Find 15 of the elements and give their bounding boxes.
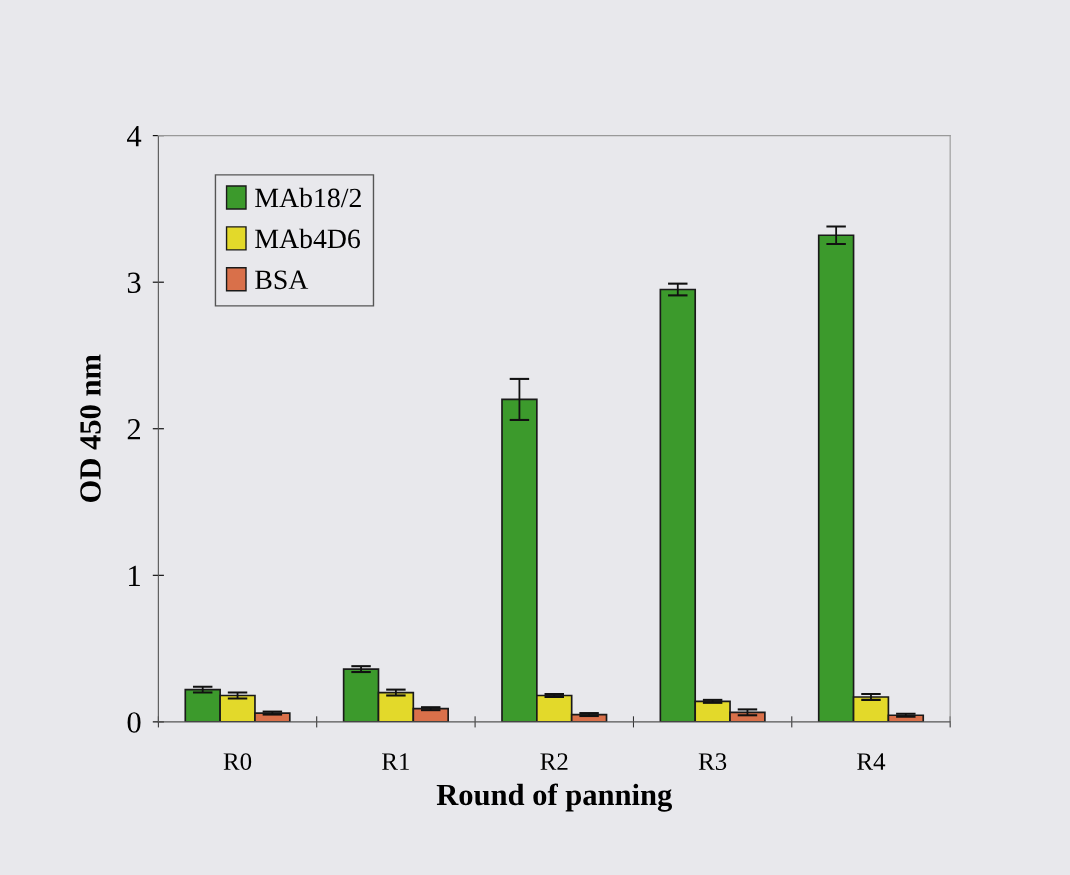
- x-tick-label: R4: [857, 753, 886, 770]
- y-tick-label: 0: [127, 712, 141, 733]
- x-tick-label: R2: [540, 753, 568, 770]
- legend-label: MAb18/2: [255, 187, 361, 208]
- legend-label: BSA: [255, 270, 309, 290]
- legend-label: MAb4D6: [255, 228, 360, 249]
- y-axis-title: OD 450 nm: [80, 354, 101, 502]
- x-tick-label: R0: [223, 753, 252, 771]
- y-tick-label: 4: [127, 126, 142, 147]
- y-tick-label: 3: [127, 272, 141, 294]
- y-tick-label: 2: [127, 419, 141, 440]
- x-tick-label: R1: [382, 753, 409, 770]
- x-axis-title: Round of panning: [436, 783, 673, 812]
- y-tick-label: 1: [129, 565, 140, 586]
- x-tick-label: R3: [698, 753, 727, 771]
